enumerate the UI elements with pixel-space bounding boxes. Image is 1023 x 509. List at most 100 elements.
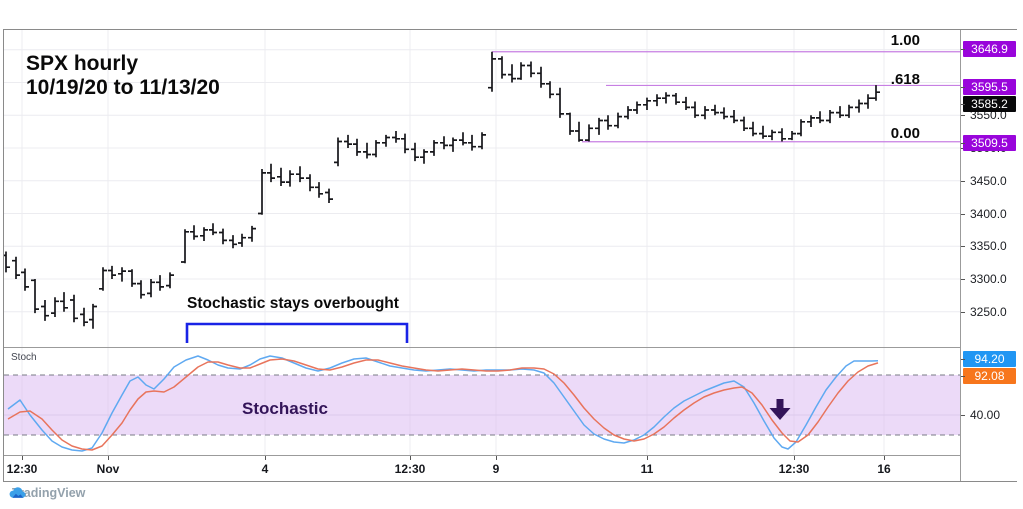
price-bar — [488, 51, 496, 92]
price-bar — [537, 66, 545, 88]
time-axis[interactable]: 12:30 Nov 4 12:30 9 11 12:30 16 — [4, 456, 960, 480]
time-axis-label: 12:30 — [778, 462, 810, 476]
chart-title-line1: SPX hourly — [26, 52, 139, 75]
price-bar — [353, 138, 361, 156]
price-bar — [759, 125, 767, 139]
price-scale-label: 3450.0 — [970, 173, 1007, 188]
price-bar — [468, 134, 476, 151]
price-bar — [643, 97, 651, 110]
chart-title: SPX hourly 10/19/20 to 11/13/20 — [26, 52, 220, 100]
pane-divider[interactable] — [4, 347, 1017, 348]
price-bar — [440, 136, 448, 150]
price-bar — [662, 92, 670, 104]
price-bar — [363, 142, 371, 159]
price-bar — [711, 104, 719, 116]
time-axis-label: Nov — [96, 462, 120, 476]
price-bar — [740, 116, 748, 131]
price-bar — [575, 121, 583, 142]
time-axis-label: 9 — [492, 462, 500, 476]
price-bar — [156, 275, 164, 291]
time-axis-tick — [22, 456, 23, 460]
price-bar — [797, 119, 805, 137]
fib-label-618: .618 — [890, 71, 920, 88]
price-bar — [807, 115, 815, 127]
price-bar — [653, 94, 661, 107]
scale-tick — [961, 180, 965, 182]
price-bar — [778, 128, 786, 142]
price-bar — [730, 110, 738, 124]
overbought-bracket — [185, 322, 409, 343]
price-bar — [229, 235, 237, 249]
price-bar — [498, 56, 506, 79]
axis-divider — [4, 455, 1017, 456]
logo-mountain — [12, 493, 24, 498]
price-bar — [508, 64, 516, 83]
time-axis-label: 4 — [261, 462, 269, 476]
time-axis-label: 12:30 — [6, 462, 38, 476]
price-scale-label: 3350.0 — [970, 239, 1007, 254]
price-bar — [845, 104, 853, 118]
price-bar — [701, 106, 709, 120]
price-bar — [209, 223, 217, 236]
price-bar — [99, 267, 107, 291]
price-bar — [60, 292, 68, 312]
time-axis-tick — [496, 456, 497, 460]
price-bar — [190, 225, 198, 240]
time-axis-tick — [647, 456, 648, 460]
time-axis-tick — [884, 456, 885, 460]
price-scale-label: 3250.0 — [970, 304, 1007, 319]
price-bar — [108, 265, 116, 279]
price-bar — [682, 96, 690, 110]
price-pane[interactable] — [4, 30, 960, 347]
price-bar — [89, 303, 97, 329]
scale-tick — [961, 115, 965, 117]
price-bar — [147, 279, 155, 298]
price-bar — [41, 300, 49, 321]
fib-price-badge: 3646.9 — [963, 41, 1016, 57]
price-bar — [392, 131, 400, 143]
price-bar — [382, 134, 390, 147]
stoch-pane[interactable] — [4, 347, 960, 456]
price-bar — [566, 112, 574, 135]
stochastic-annotation: Stochastic — [242, 399, 328, 418]
scale-tick — [961, 279, 965, 280]
price-bar — [546, 81, 554, 99]
time-axis-label: 16 — [877, 462, 891, 476]
price-bar — [872, 85, 880, 101]
price-bar — [334, 137, 342, 167]
time-axis-label: 11 — [640, 462, 654, 476]
watermark: TradingView — [8, 486, 85, 500]
fib-label-100: 1.00 — [890, 32, 920, 49]
last-price-badge: 3585.2 — [963, 96, 1016, 112]
stoch-k-line — [7, 355, 879, 452]
overbought-annotation: Stochastic stays overbought — [187, 295, 399, 312]
price-bar — [624, 106, 632, 120]
price-bar — [181, 229, 189, 264]
scale-tick — [961, 359, 965, 360]
price-bar — [633, 101, 641, 114]
price-bar — [401, 133, 409, 154]
price-bar — [277, 167, 285, 186]
price-bar — [749, 121, 757, 137]
chart-title-line2: 10/19/20 to 11/13/20 — [26, 76, 220, 99]
scale-tick — [961, 415, 965, 416]
watermark-text: TradingView — [12, 486, 86, 500]
price-bar — [430, 140, 438, 156]
scale-divider[interactable] — [960, 30, 961, 481]
price-bar — [344, 134, 352, 148]
price-scale[interactable]: 3550.03500.03450.03400.03350.03300.03250… — [961, 30, 1017, 481]
price-bar — [21, 268, 29, 291]
scale-tick — [961, 143, 965, 144]
price-bar — [4, 251, 10, 273]
scale-tick — [961, 213, 965, 215]
price-bar — [70, 294, 78, 323]
price-bar — [459, 132, 467, 146]
fib-price-badge: 3595.5 — [963, 79, 1016, 95]
tradingview-logo-icon — [9, 487, 26, 498]
fib-label-000: 0.00 — [890, 125, 920, 142]
time-axis-tick — [108, 456, 109, 460]
stoch-value-badge: 94.20 — [963, 351, 1016, 367]
price-bar — [604, 115, 612, 130]
price-bar — [826, 110, 834, 124]
price-bar — [768, 129, 776, 141]
